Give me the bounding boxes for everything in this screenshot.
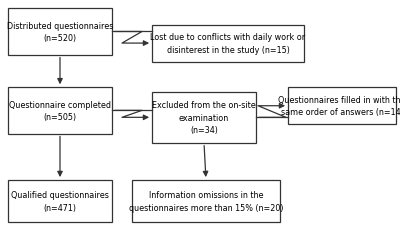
Bar (152, 92, 256, 143)
Text: Information omissions in the
questionnaires more than 15% (n=20): Information omissions in the questionnai… (129, 190, 283, 212)
Text: Distributed questionnaires
(n=520): Distributed questionnaires (n=520) (7, 22, 113, 43)
Bar (8, 88, 112, 134)
Bar (8, 9, 112, 55)
Bar (8, 180, 112, 222)
Text: Questionnaires filled in with the
same order of answers (n=14): Questionnaires filled in with the same o… (278, 96, 400, 117)
Bar (132, 180, 280, 222)
Text: Qualified questionnaires
(n=471): Qualified questionnaires (n=471) (11, 190, 109, 212)
Text: Excluded from the on-site
examination
(n=34): Excluded from the on-site examination (n… (152, 101, 256, 135)
Text: Questionnaire completed
(n=505): Questionnaire completed (n=505) (9, 100, 111, 122)
Text: Lost due to conflicts with daily work or
disinterest in the study (n=15): Lost due to conflicts with daily work or… (150, 33, 306, 55)
Bar (152, 25, 304, 62)
Bar (288, 88, 396, 125)
